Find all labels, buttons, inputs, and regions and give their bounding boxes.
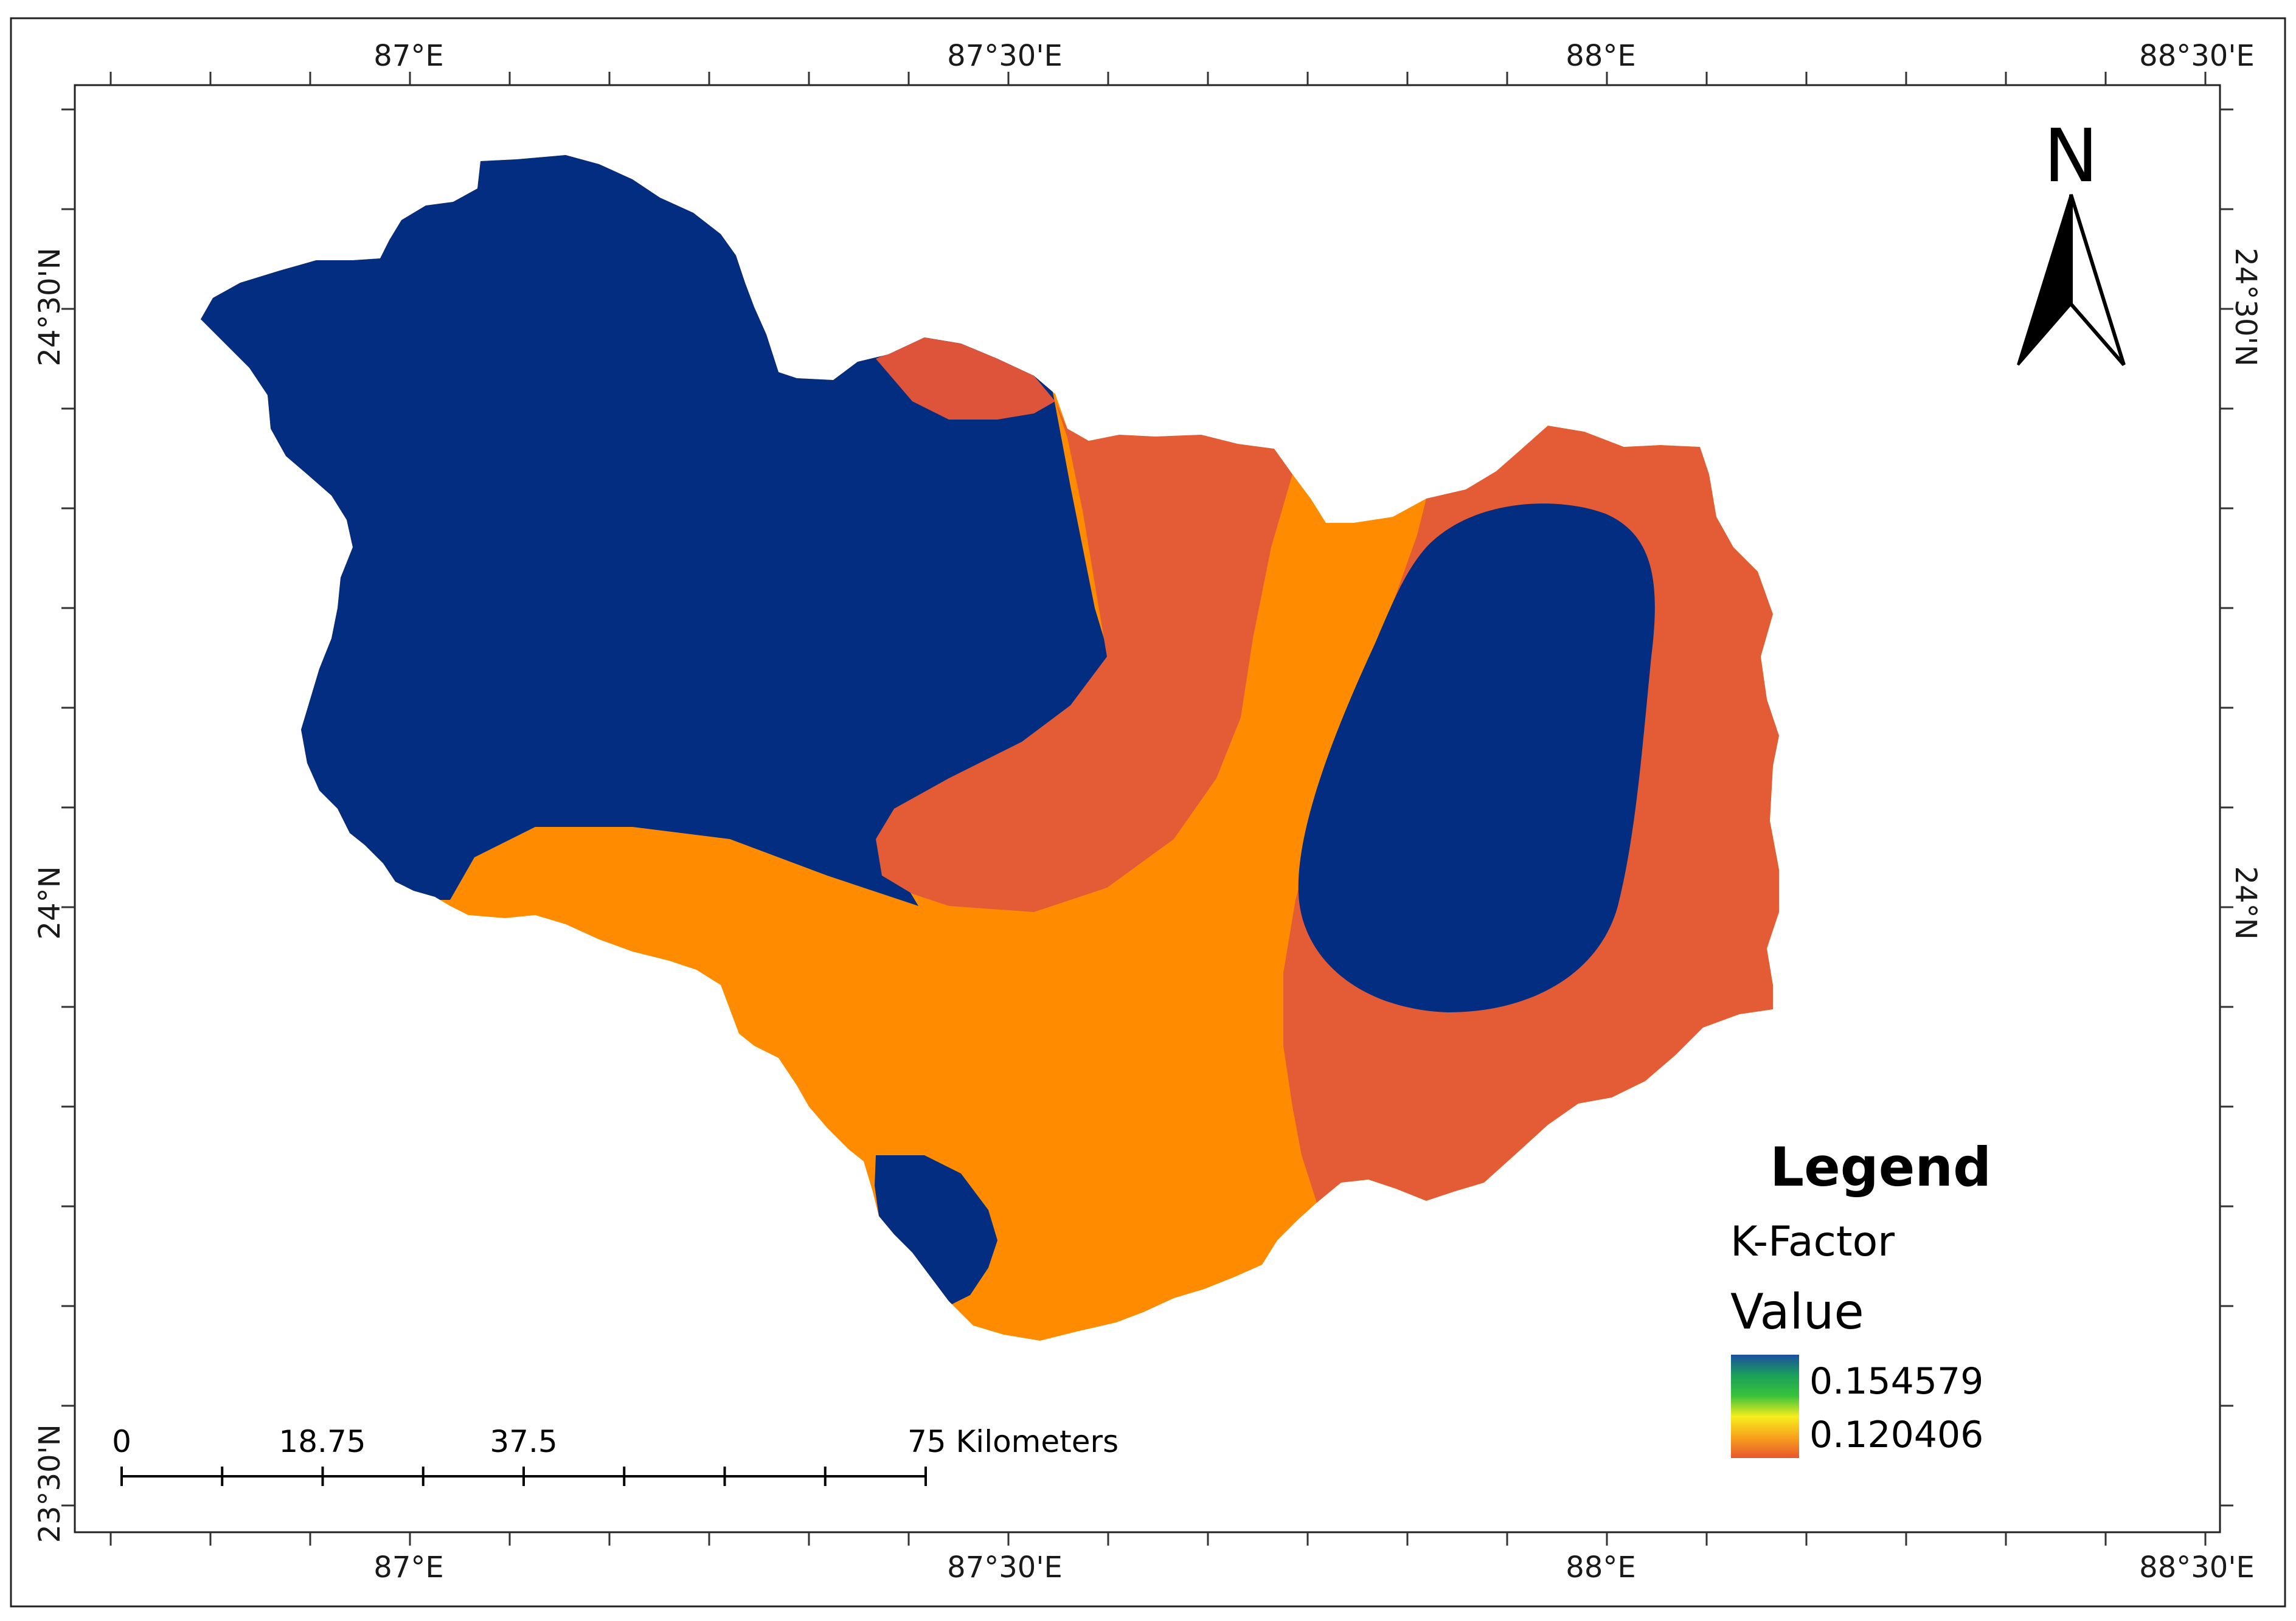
lon-label-top-87e: 87°E <box>373 39 443 73</box>
north-arrow: N <box>2017 114 2126 366</box>
scale-label-0: 0 <box>112 1424 131 1459</box>
zone-low-k-central <box>876 401 1292 912</box>
graticule-ticks <box>61 72 2233 1546</box>
scale-bar: 0 18.75 37.5 75 Kilometers <box>112 1424 1119 1486</box>
legend-title: Legend <box>1770 1136 1991 1198</box>
legend-high-value: 0.154579 <box>1809 1360 1983 1403</box>
scale-label-75-km: 75 Kilometers <box>907 1424 1119 1459</box>
lat-label-right-24-30n: 24°30'N <box>2228 247 2263 366</box>
lat-label-right-24n: 24°N <box>2228 866 2263 940</box>
zone-high-k-east-oval <box>1298 503 1655 1012</box>
lon-label-bottom-87e: 87°E <box>373 1550 443 1585</box>
zone-high-k-south-patch <box>875 1155 997 1304</box>
legend-color-ramp <box>1731 1355 1799 1458</box>
scale-label-18-75: 18.75 <box>279 1424 366 1459</box>
north-arrow-right-half <box>2069 194 2126 366</box>
lon-label-top-87-30e: 87°30'E <box>947 39 1063 73</box>
legend: Legend K-Factor Value 0.154579 0.120406 <box>1730 1136 1991 1458</box>
lon-label-bottom-88-30e: 88°30'E <box>2139 1550 2255 1585</box>
scale-bar-ticks <box>120 1467 927 1486</box>
legend-field-name: Value <box>1730 1284 1864 1340</box>
legend-low-value: 0.120406 <box>1809 1414 1983 1456</box>
zone-low-k-north-lobe <box>876 337 1055 420</box>
lat-label-left-24n: 24°N <box>33 866 67 940</box>
outer-frame <box>10 17 2286 1608</box>
lon-label-bottom-88e: 88°E <box>1566 1550 1635 1585</box>
scale-label-37-5: 37.5 <box>490 1424 557 1459</box>
lon-label-bottom-87-30e: 87°30'E <box>947 1550 1063 1585</box>
lon-label-top-88-30e: 88°30'E <box>2139 39 2255 73</box>
legend-layer-name: K-Factor <box>1730 1218 1895 1266</box>
north-arrow-label: N <box>2044 114 2098 199</box>
lat-label-left-23-30n: 23°30'N <box>33 1424 67 1543</box>
lat-label-left-24-30n: 24°30'N <box>33 247 67 366</box>
lon-label-top-88e: 88°E <box>1566 39 1635 73</box>
